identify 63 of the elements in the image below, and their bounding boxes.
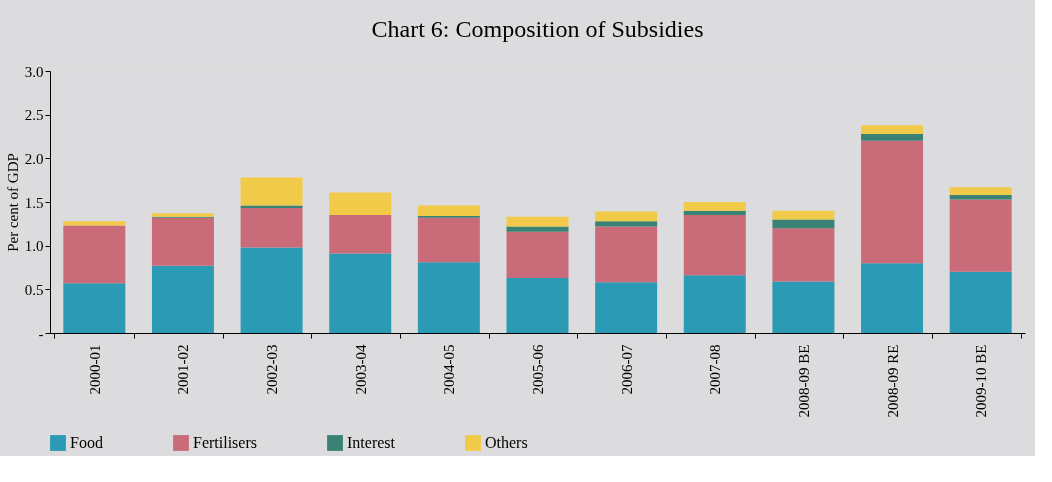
bar xyxy=(240,247,303,333)
bar xyxy=(595,221,658,227)
x-tick-label: 2009-10 BE xyxy=(973,344,990,418)
bar xyxy=(506,216,569,227)
y-tick-label: 1.5 xyxy=(24,194,44,211)
legend-label: Food xyxy=(70,434,103,451)
bar xyxy=(506,226,569,232)
bar xyxy=(949,195,1012,200)
x-tick-label: 2001-02 xyxy=(175,344,192,395)
x-tick-label: 2008-09 BE xyxy=(795,344,812,418)
bar xyxy=(417,217,480,263)
bar xyxy=(329,253,392,333)
bar xyxy=(861,263,924,333)
bar xyxy=(949,271,1012,333)
bar xyxy=(240,177,303,206)
x-tick-label: 2000-01 xyxy=(86,344,103,395)
bar xyxy=(683,202,746,211)
bar xyxy=(861,125,924,134)
bar xyxy=(683,275,746,333)
y-tick-label: 2.5 xyxy=(24,107,44,124)
bar xyxy=(506,231,569,278)
bar xyxy=(595,282,658,333)
bar xyxy=(417,262,480,333)
bar xyxy=(63,283,126,333)
bar xyxy=(329,215,392,254)
bar xyxy=(506,277,569,333)
y-axis-title: Per cent of GDP xyxy=(4,153,21,252)
y-tick-label: 2.0 xyxy=(24,150,44,167)
x-tick-label: 2006-07 xyxy=(618,344,635,395)
bar xyxy=(240,205,303,209)
bar xyxy=(772,219,835,229)
bar xyxy=(772,228,835,282)
x-tick-label: 2003-04 xyxy=(352,344,369,395)
bar xyxy=(63,221,126,226)
bar xyxy=(772,281,835,333)
bar xyxy=(683,215,746,276)
bar xyxy=(683,210,746,216)
bar xyxy=(151,265,214,333)
y-tick-label: 3.0 xyxy=(24,63,44,80)
bar xyxy=(595,226,658,283)
legend-label: Fertilisers xyxy=(193,434,257,451)
bar xyxy=(151,217,214,266)
bar xyxy=(329,192,392,216)
x-tick-label: 2002-03 xyxy=(264,344,281,395)
x-tick-label: 2008-09 RE xyxy=(884,344,901,418)
chart-title: Chart 6: Composition of Subsidies xyxy=(371,16,704,42)
bar xyxy=(772,210,835,220)
bar xyxy=(240,208,303,248)
bar xyxy=(949,187,1012,196)
bar xyxy=(861,133,924,141)
x-tick-label: 2007-08 xyxy=(707,344,724,395)
bar xyxy=(417,205,480,216)
bar xyxy=(861,140,924,264)
y-tick-label: - xyxy=(38,325,44,342)
bar xyxy=(595,211,658,222)
x-tick-label: 2004-05 xyxy=(441,344,458,395)
legend-label: Interest xyxy=(347,434,396,451)
legend-label: Others xyxy=(485,434,528,451)
x-tick-label: 2005-06 xyxy=(530,344,546,395)
bar xyxy=(949,199,1012,272)
bar xyxy=(63,225,126,284)
y-tick-label: 0.5 xyxy=(24,281,44,298)
y-tick-label: 1.0 xyxy=(24,238,44,255)
